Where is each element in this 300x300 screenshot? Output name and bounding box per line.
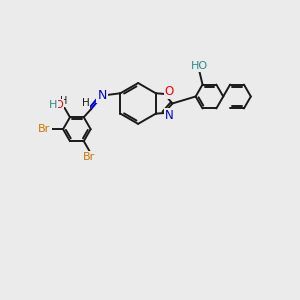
- Text: N: N: [98, 89, 107, 102]
- Text: Br: Br: [83, 152, 95, 163]
- Text: HO: HO: [190, 61, 208, 70]
- Text: H: H: [60, 96, 68, 106]
- Text: O: O: [165, 85, 174, 98]
- Text: N: N: [165, 109, 174, 122]
- Text: Br: Br: [38, 124, 50, 134]
- Text: H: H: [49, 100, 57, 110]
- Text: O: O: [54, 100, 63, 110]
- Text: H: H: [82, 98, 89, 108]
